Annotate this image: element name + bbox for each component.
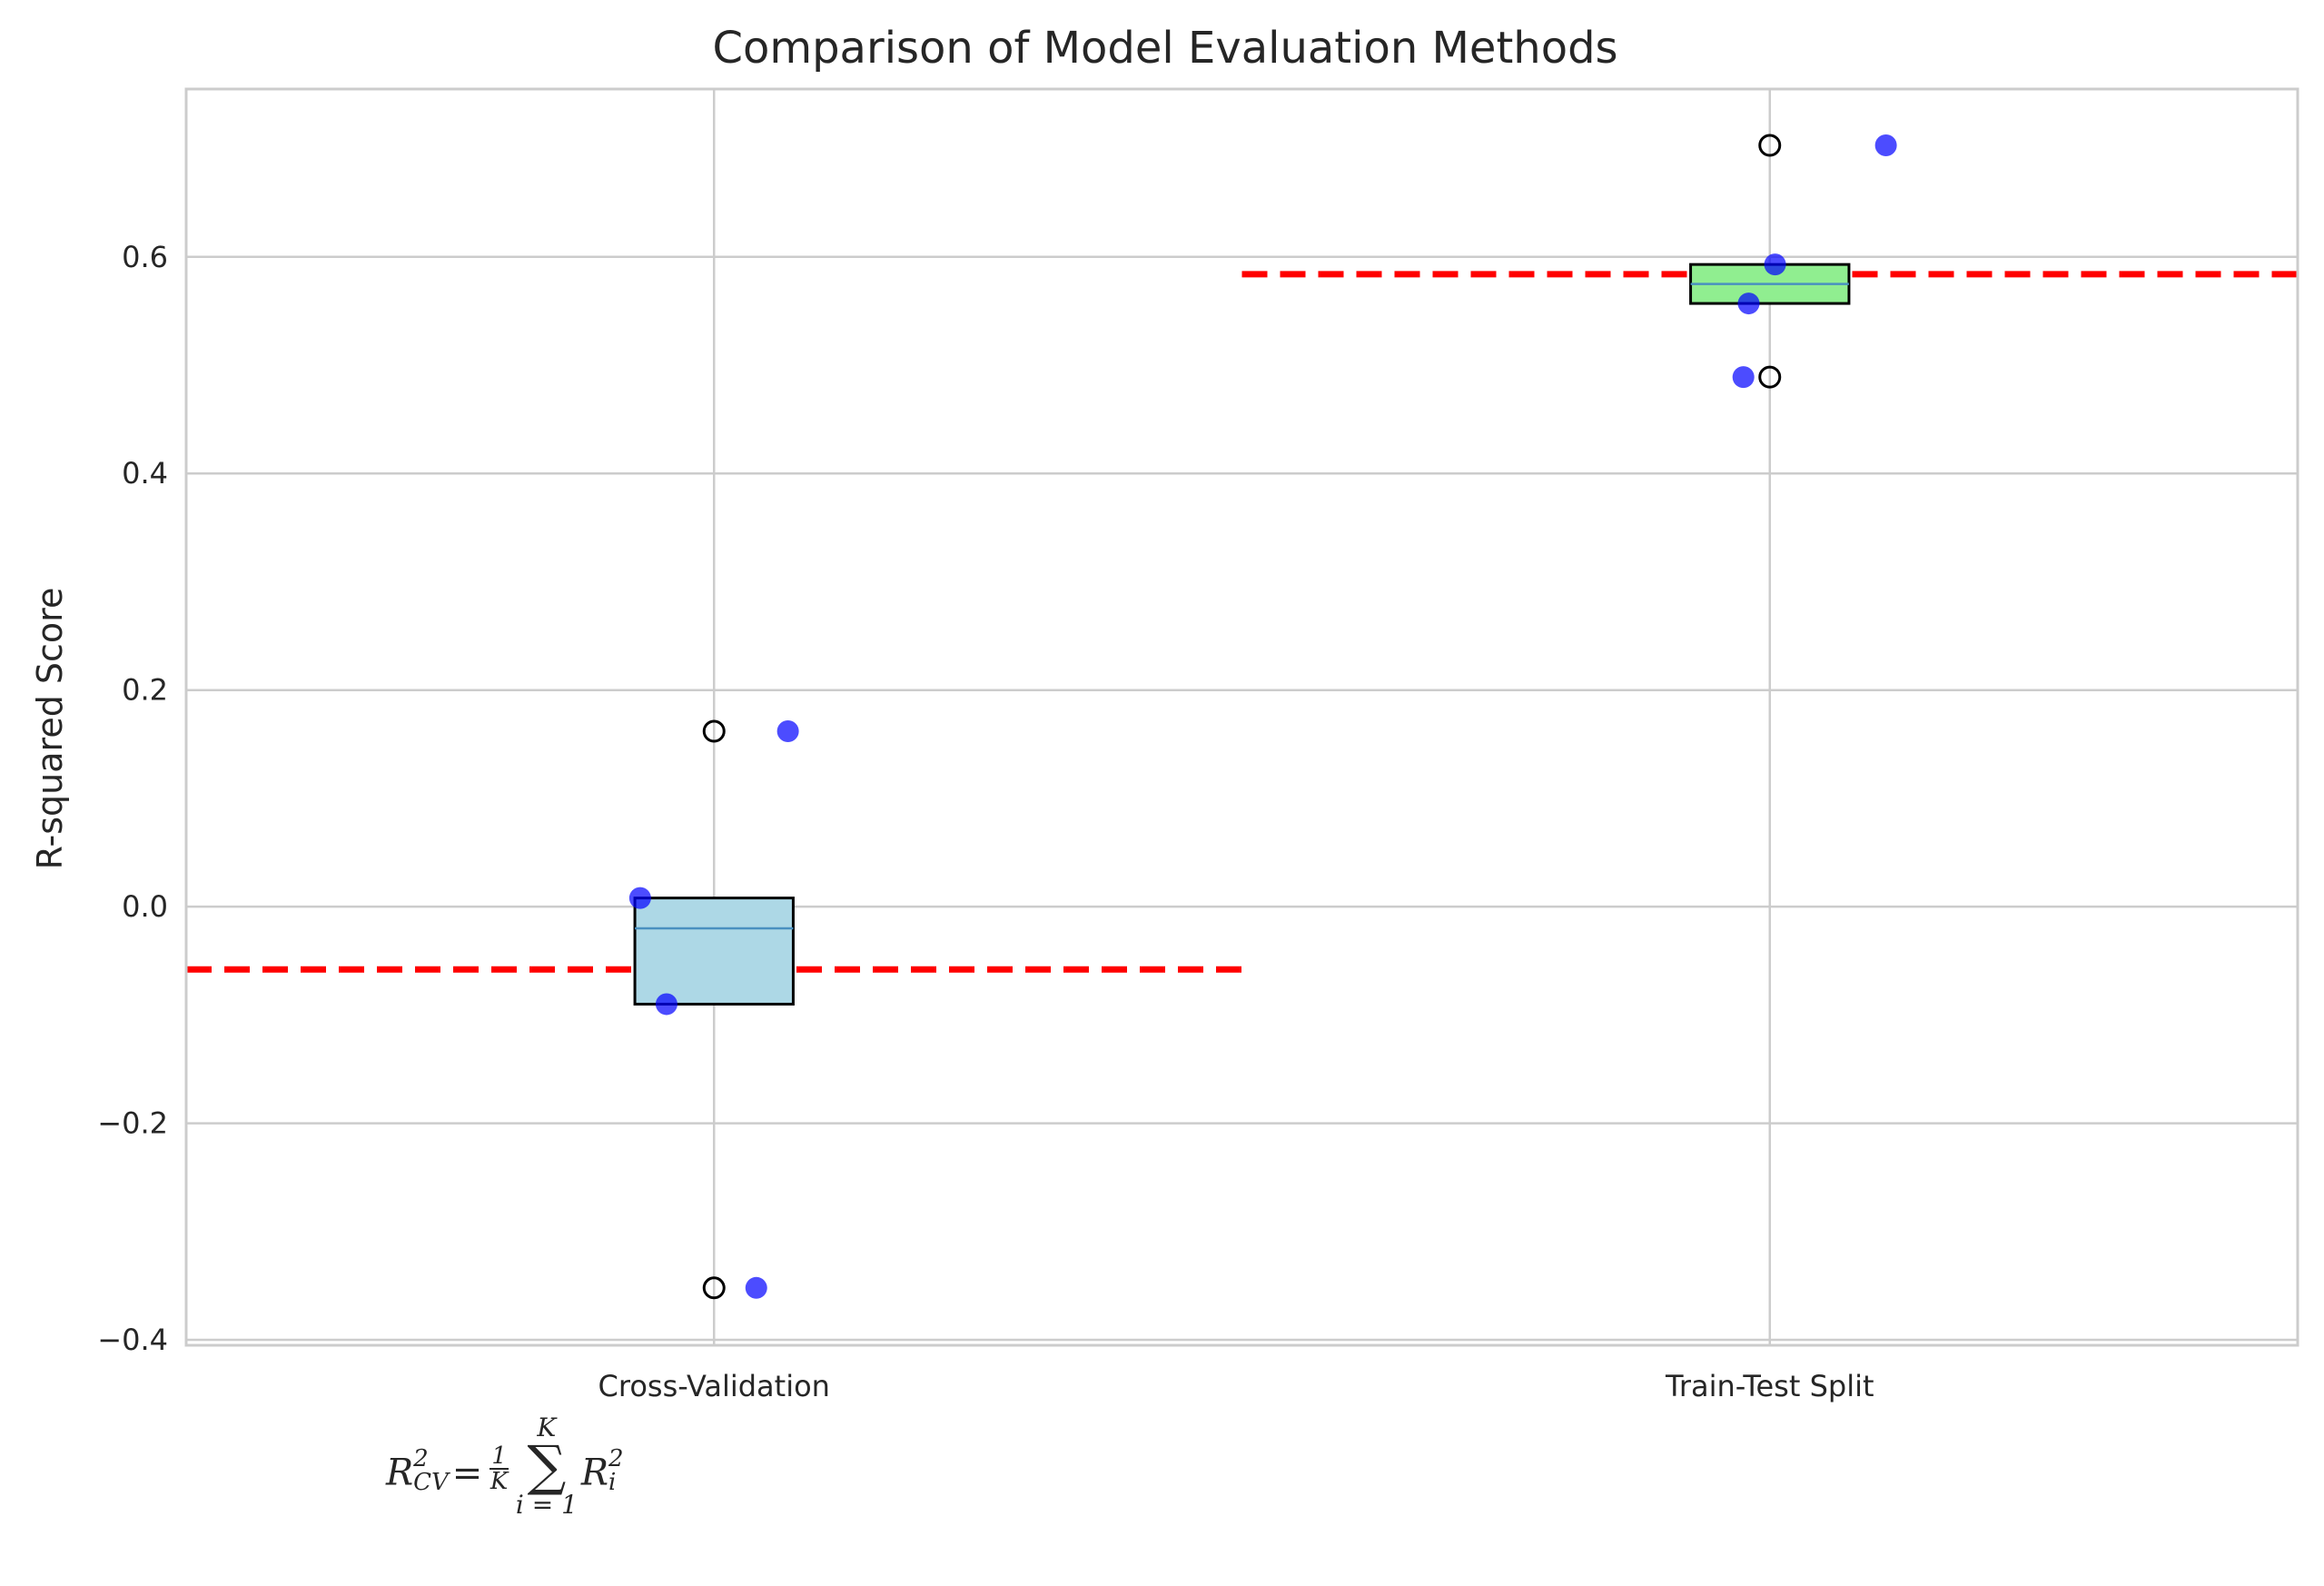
data-point — [1764, 253, 1786, 276]
formula-frac-den: K — [490, 1467, 509, 1495]
x-tick-label: Cross-Validation — [598, 1369, 830, 1403]
formula-ri: R — [580, 1452, 609, 1494]
formula-r-sup: 2 — [413, 1444, 429, 1472]
formula-frac-num: 1 — [490, 1442, 509, 1470]
data-point — [776, 719, 799, 742]
sigma-icon: ∑ — [527, 1434, 567, 1498]
flier-point — [1758, 134, 1782, 157]
y-tick-label: −0.4 — [97, 1323, 168, 1357]
formula-r: R — [386, 1452, 414, 1494]
formula-sum-bottom: i = 1 — [515, 1490, 578, 1520]
formula-ri-sup: 2 — [608, 1444, 624, 1472]
formula-ri-sub: i — [608, 1468, 617, 1496]
formula-r-sub: CV — [413, 1468, 449, 1496]
data-point — [1732, 366, 1755, 389]
formula-sum: K ∑ i = 1 — [516, 1415, 578, 1518]
flier-point — [702, 1276, 726, 1300]
y-axis-label: R-squared Score — [30, 588, 70, 870]
data-point — [745, 1276, 767, 1299]
y-tick-label: 0.4 — [122, 456, 168, 491]
flier-point — [702, 719, 726, 743]
mean-lines — [186, 271, 2298, 973]
tick-labels: −0.4 −0.2 0.0 0.2 0.4 0.6 Cross-Validation Trai… — [97, 240, 1874, 1403]
data-points — [628, 134, 1897, 1299]
y-tick-label: 0.6 — [122, 240, 168, 274]
y-tick-label: 0.0 — [122, 889, 168, 924]
chart-title: Comparison of Model Evaluation Methods — [712, 23, 1617, 74]
box-cross-validation — [633, 897, 795, 1006]
data-point — [1737, 292, 1760, 315]
formula-sum-top: K — [537, 1413, 557, 1442]
formula-equals: = — [451, 1452, 483, 1494]
x-tick-label: Train-Test Split — [1665, 1369, 1874, 1403]
grid-lines — [186, 89, 2298, 1345]
data-point — [655, 993, 677, 1016]
boxes — [633, 134, 1851, 1300]
flier-point — [1758, 365, 1782, 389]
y-tick-label: −0.2 — [97, 1106, 168, 1141]
y-tick-label: 0.2 — [122, 673, 168, 708]
data-point — [628, 887, 651, 909]
data-point — [1874, 134, 1897, 156]
plot-frame — [184, 87, 2299, 1347]
